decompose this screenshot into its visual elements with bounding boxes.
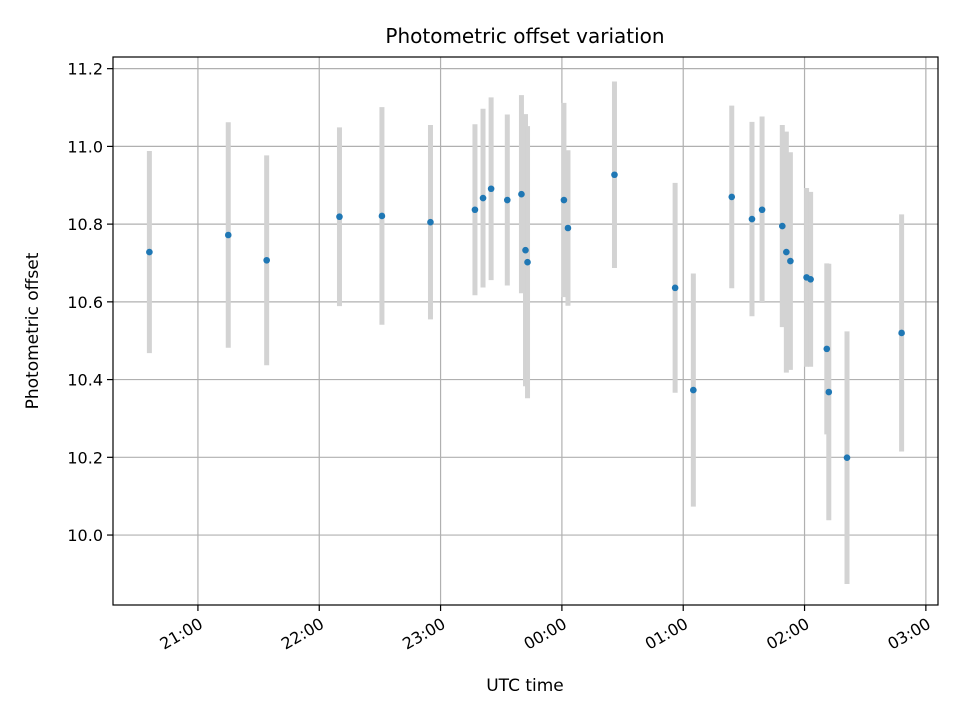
data-point xyxy=(427,218,434,226)
y-tick-label: 10.8 xyxy=(67,215,103,234)
data-point xyxy=(564,224,572,232)
data-point xyxy=(471,206,479,214)
data-point xyxy=(748,215,756,223)
data-point xyxy=(787,257,794,265)
data-point xyxy=(146,248,153,256)
data-point xyxy=(728,193,736,201)
data-point xyxy=(524,258,531,266)
data-point xyxy=(504,196,511,204)
data-point xyxy=(843,454,851,462)
data-point xyxy=(479,194,487,202)
data-point xyxy=(224,231,232,239)
data-point xyxy=(758,206,766,214)
data-points xyxy=(146,171,905,462)
data-point xyxy=(779,222,786,230)
y-axis: 10.0 10.2 10.4 10.6 10.8 11.0 11.2 xyxy=(67,60,113,545)
data-point xyxy=(560,196,568,204)
data-point xyxy=(807,276,814,283)
y-tick-label: 11.0 xyxy=(67,137,103,156)
data-point xyxy=(263,256,270,264)
chart-title: Photometric offset variation xyxy=(385,24,664,48)
plot-frame xyxy=(112,56,939,606)
data-point xyxy=(690,386,697,394)
y-axis-label: Photometric offset xyxy=(23,252,43,409)
data-point xyxy=(487,185,495,193)
data-point xyxy=(518,190,525,198)
data-point xyxy=(783,248,790,256)
data-point xyxy=(823,345,831,353)
x-axis-label: UTC time xyxy=(486,676,564,696)
y-tick-label: 10.0 xyxy=(67,526,103,545)
data-point xyxy=(336,213,343,221)
data-point xyxy=(898,329,905,337)
y-tick-label: 10.4 xyxy=(67,371,103,390)
data-point xyxy=(611,171,618,179)
data-point xyxy=(671,284,679,292)
data-point xyxy=(378,212,386,220)
data-point xyxy=(522,246,529,254)
y-tick-label: 11.2 xyxy=(67,60,103,79)
y-tick-label: 10.6 xyxy=(67,293,103,312)
y-tick-label: 10.2 xyxy=(67,448,103,467)
data-point xyxy=(825,388,833,396)
